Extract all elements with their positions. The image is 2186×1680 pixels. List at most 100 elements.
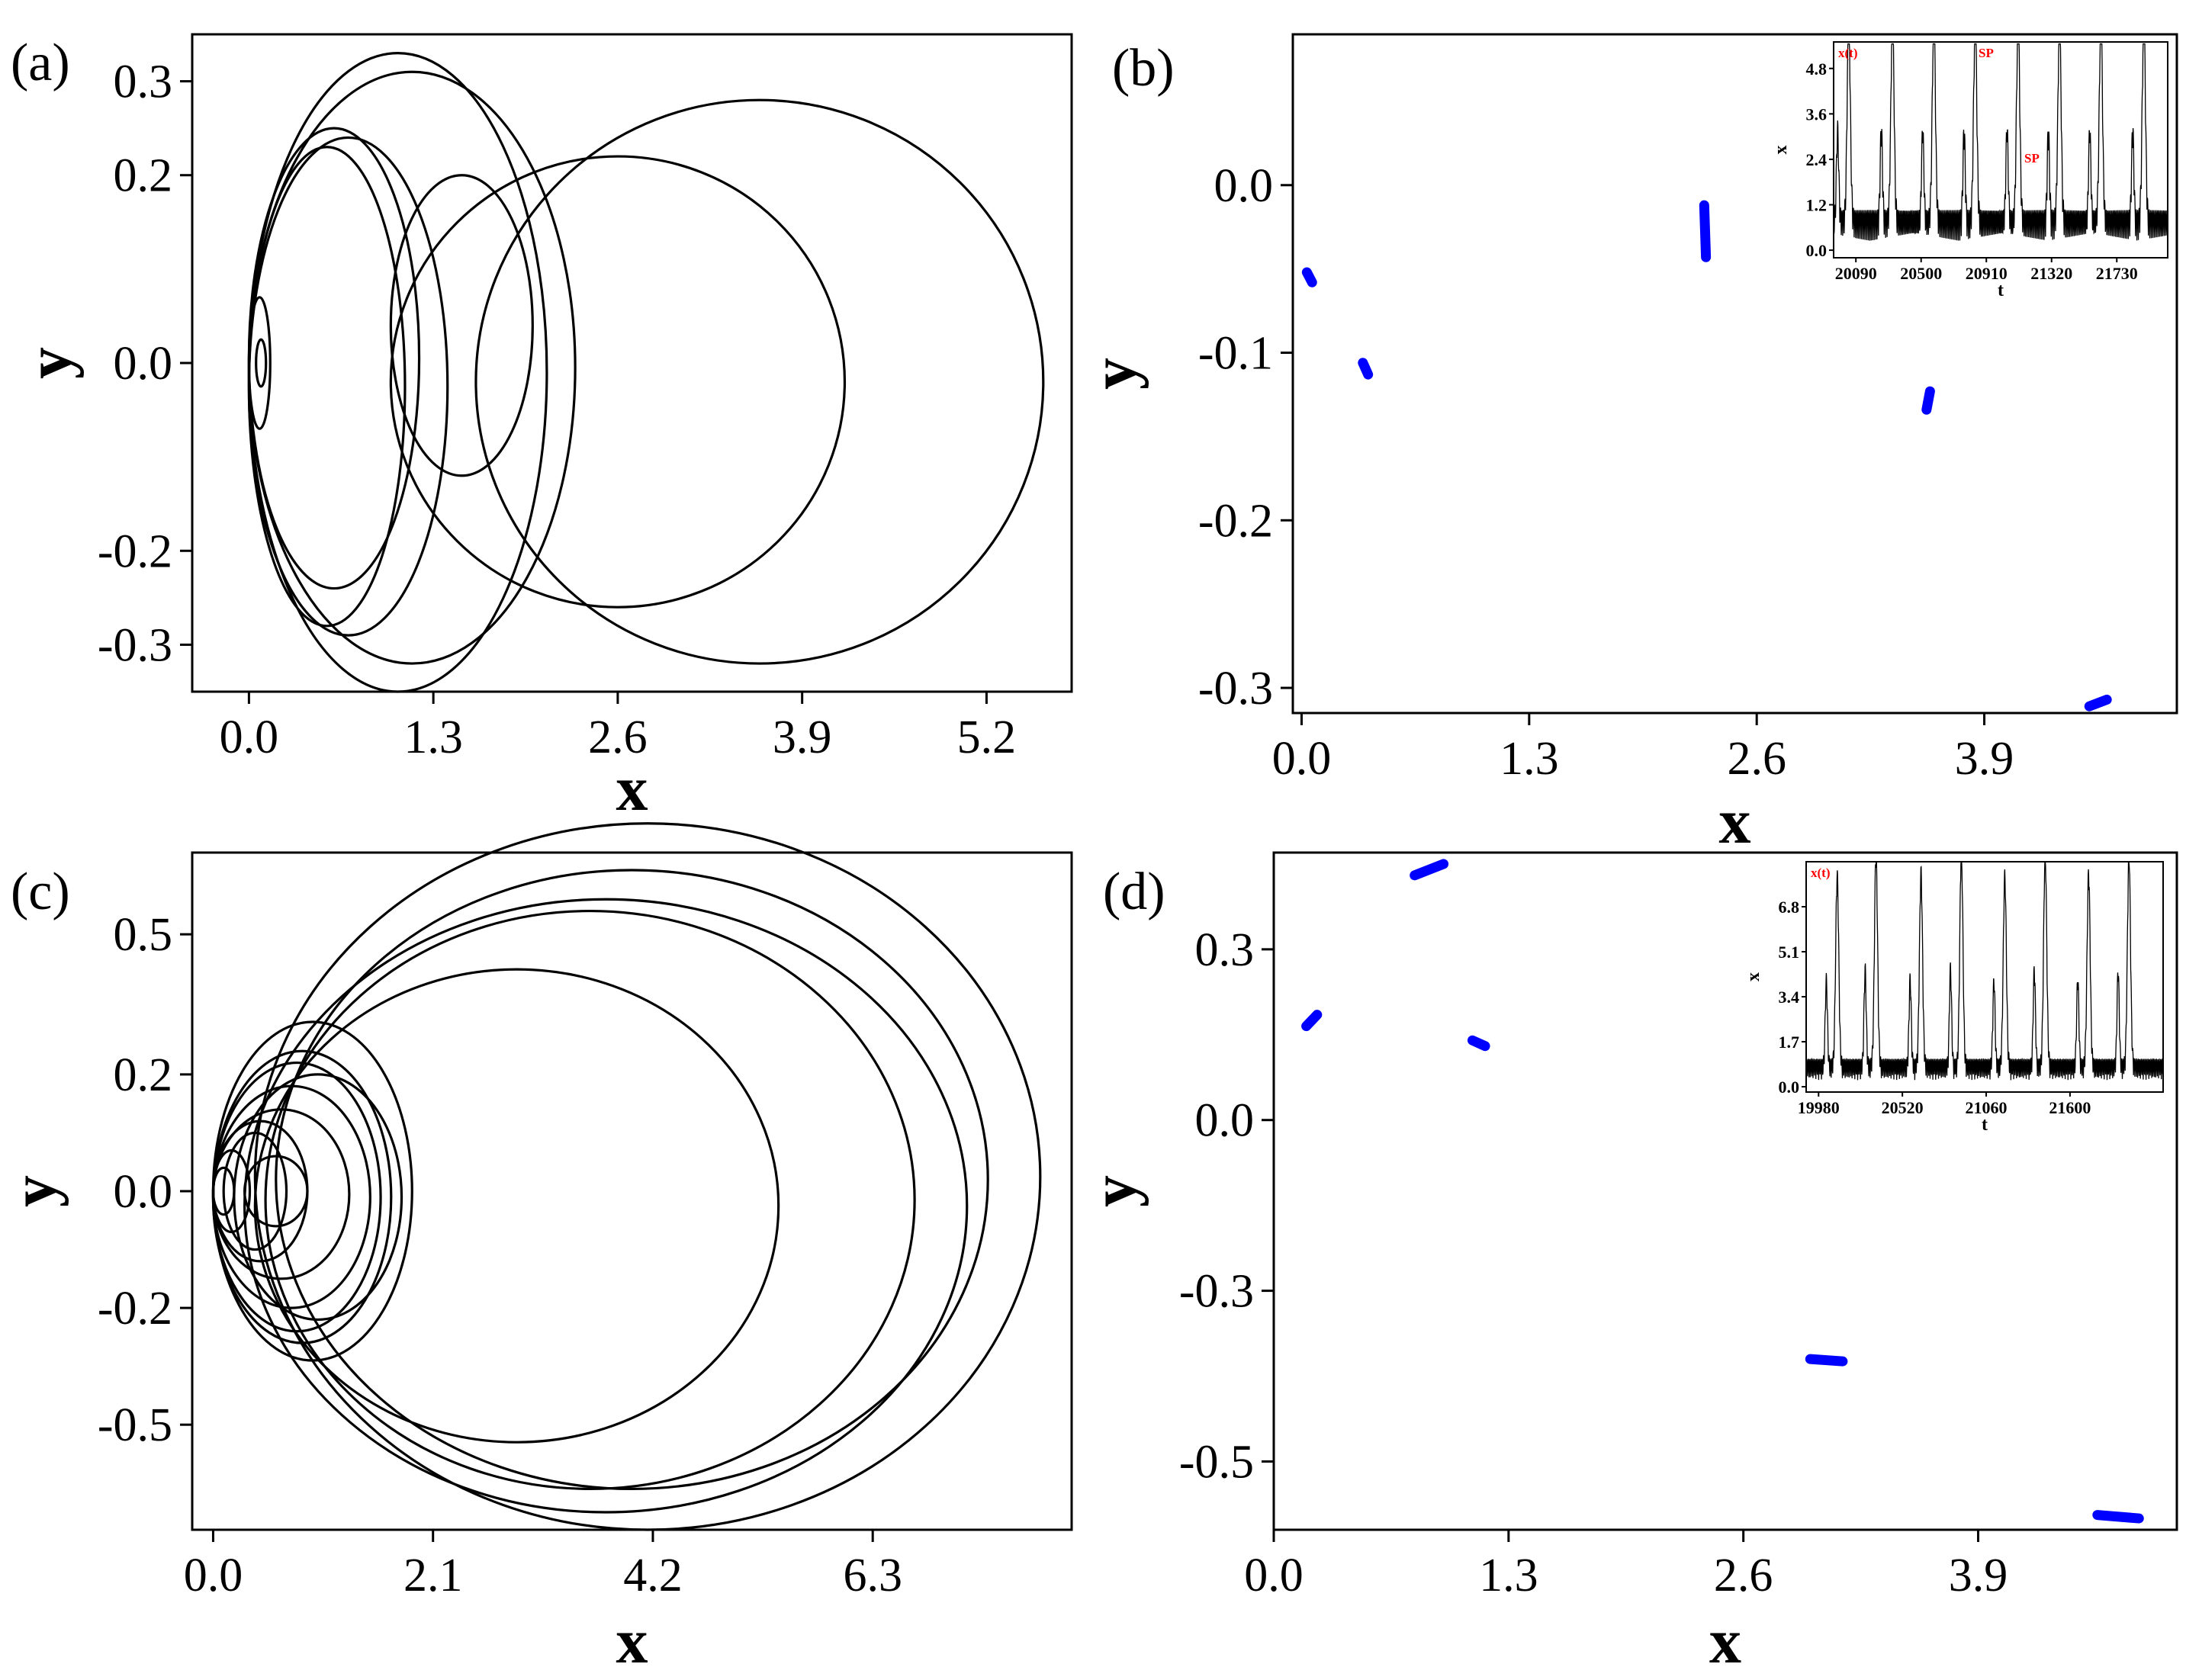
panel-b-section-point-3 — [1921, 386, 1935, 415]
panel-c-x-tick-label-0: 0.0 — [184, 1550, 243, 1601]
panel-c-label: (c) — [11, 862, 70, 921]
panel-a-orbit-loop-9 — [474, 98, 1045, 665]
panel-a-y-tick-label-0: 0.3 — [114, 56, 173, 108]
panel-b-inset-y-tick-label-0: 4.8 — [1806, 59, 1828, 79]
panel-b-label: (b) — [1112, 39, 1175, 98]
panel-d-plot-area — [1301, 859, 2144, 1524]
panel-c-x-ticks: 0.0 2.1 4.2 6.3 — [184, 1530, 902, 1601]
panel-d-inset-x-ticks: 19980 20520 21060 21600 — [1798, 1092, 2091, 1117]
panel-d-inset-timeseries — [1805, 862, 2164, 1081]
panel-b-frame — [1291, 33, 2178, 715]
panel-d-inset-annotation-xt: x(t) — [1811, 866, 1830, 880]
panel-d-y-tick-label-3: -0.5 — [1179, 1436, 1254, 1488]
panel-b-inset-frame — [1833, 41, 2168, 259]
panel-b-y-ticks: 0.0 -0.1 -0.2 -0.3 — [1198, 160, 1293, 715]
panel-b-inset-y-tick-label-2: 2.4 — [1806, 150, 1828, 169]
panel-b-inset: 20090 20500 20910 21320 21730 4.8 3.6 2.4 1.2 0.… — [1771, 41, 2168, 300]
panel-b-inset-annotation-sp-mid: SP — [2024, 151, 2040, 165]
panel-b-section-point-0 — [1301, 267, 1317, 287]
panel-b-section-point-1 — [1358, 358, 1374, 380]
panel-c-orbit-loop-13 — [275, 869, 989, 1491]
panel-c-frame — [191, 851, 1073, 1531]
panel-a-x-tick-label-4: 5.2 — [957, 712, 1017, 763]
panel-c-orbit-loop-10 — [233, 1073, 403, 1322]
panel-a-orbit-loop-7 — [389, 174, 534, 477]
panel-a-y-ticks: 0.3 0.2 0.0 -0.2 -0.3 — [98, 56, 192, 671]
panel-d-y-tick-label-2: -0.3 — [1179, 1266, 1254, 1318]
panel-a-frame — [191, 33, 1073, 693]
panel-c-x-tick-label-3: 6.3 — [843, 1550, 902, 1601]
panel-a-orbit-loop-6 — [247, 70, 577, 665]
panel-d-y-axis-label: y — [1079, 1175, 1149, 1207]
panel-b-inset-x-tick-label-0: 20090 — [1835, 264, 1877, 283]
panel-b-inset-y-tick-label-1: 3.6 — [1806, 104, 1828, 124]
panel-a-x-axis-label: x — [616, 753, 648, 824]
panel-d-section-point-0 — [1301, 1010, 1323, 1032]
panel-d-inset-x-label: t — [1982, 1115, 1988, 1135]
panel-d-inset-frame — [1805, 861, 2164, 1093]
panel-c-y-tick-label-2: 0.0 — [114, 1166, 173, 1218]
panel-b-inset-plot — [1833, 43, 2168, 241]
panel-a-label: (a) — [11, 34, 70, 92]
panel-c-y-tick-label-1: 0.2 — [114, 1049, 173, 1101]
panel-b-inset-y-tick-label-4: 0.0 — [1806, 241, 1828, 260]
panel-b-x-tick-label-0: 0.0 — [1272, 733, 1332, 785]
panel-b-x-tick-label-3: 3.9 — [1955, 733, 2014, 785]
panel-d-inset-x-tick-label-0: 19980 — [1798, 1098, 1840, 1117]
panel-b-x-ticks: 0.0 1.3 2.6 3.9 — [1272, 713, 2014, 785]
panel-a-y-tick-label-4: -0.3 — [98, 619, 172, 671]
panel-a-y-tick-label-2: 0.0 — [114, 338, 173, 390]
panel-c-orbit-loop-12 — [264, 909, 916, 1491]
panel-d-x-tick-label-0: 0.0 — [1244, 1550, 1304, 1601]
panel-a-y-tick-label-1: 0.2 — [114, 150, 173, 202]
panel-b-inset-y-tick-label-3: 1.2 — [1806, 195, 1828, 214]
panel-c-plot-area — [211, 822, 1042, 1531]
panel-b-inset-x-tick-label-3: 21320 — [2030, 264, 2072, 283]
panel-c-y-tick-label-4: -0.5 — [98, 1399, 172, 1451]
panel-d-section-point-1 — [1410, 859, 1449, 881]
panel-d-frame — [1272, 851, 2178, 1531]
panel-c-orbit-loop-11 — [253, 968, 780, 1444]
panel-b-y-tick-label-3: -0.3 — [1198, 663, 1273, 715]
panel-d-inset: 19980 20520 21060 21600 6.8 5.1 3.4 1.7 0.0 t x… — [1744, 861, 2164, 1135]
panel-b-section-point-2 — [1699, 200, 1712, 262]
panel-b-plot-area — [1301, 200, 2112, 712]
panel-c-y-ticks: 0.5 0.2 0.0 -0.2 -0.5 — [98, 909, 192, 1451]
panel-d-x-tick-label-1: 1.3 — [1479, 1550, 1538, 1601]
panel-d-inset-y-tick-label-2: 3.4 — [1779, 988, 1800, 1007]
panel-d-inset-y-label: x — [1744, 972, 1763, 981]
panel-d-inset-x-tick-label-3: 21600 — [2049, 1098, 2091, 1117]
panel-b-inset-y-label: x — [1771, 146, 1791, 155]
panel-a-x-ticks: 0.0 1.3 2.6 3.9 5.2 — [220, 692, 1017, 763]
panel-d-label: (d) — [1103, 862, 1165, 921]
panel-c-orbit-loop-8 — [211, 1020, 413, 1362]
panel-d-inset-y-tick-label-0: 6.8 — [1779, 898, 1800, 917]
panel-d-y-ticks: 0.3 0.0 -0.3 -0.5 — [1179, 924, 1274, 1488]
panel-d-inset-y-ticks: 6.8 5.1 3.4 1.7 0.0 — [1779, 898, 1806, 1097]
panel-d-section-point-2 — [1467, 1035, 1490, 1052]
panel-c-orbit-loop-14 — [253, 822, 1042, 1531]
panel-b-y-tick-label-2: -0.2 — [1198, 495, 1273, 547]
panel-d-inset-x-tick-label-2: 21060 — [1966, 1098, 2008, 1117]
panel-b-section-point-4 — [2084, 694, 2112, 712]
panel-a-orbit-loop-1 — [255, 338, 268, 388]
panel-d-x-ticks: 0.0 1.3 2.6 3.9 — [1244, 1530, 2008, 1601]
panel-b: (b) x y 0.0 1.3 2.6 3.9 0.0 -0.1 -0.2 -0.3 200… — [1079, 33, 2178, 857]
panel-a-y-axis-label: y — [14, 347, 85, 379]
panel-d-inset-y-tick-label-3: 1.7 — [1779, 1033, 1800, 1052]
panel-c-x-tick-label-1: 2.1 — [403, 1550, 463, 1601]
panel-c-x-axis-label: x — [616, 1606, 648, 1676]
panel-d-inset-x-tick-label-1: 20520 — [1882, 1098, 1924, 1117]
panel-b-inset-timeseries — [1833, 43, 2168, 241]
panel-d-y-tick-label-0: 0.3 — [1195, 924, 1255, 976]
panel-c-y-tick-label-0: 0.5 — [114, 909, 173, 961]
panel-c-orbit-loop-9 — [211, 1061, 382, 1333]
panel-b-x-axis-label: x — [1719, 786, 1751, 857]
panel-d-x-tick-label-2: 2.6 — [1714, 1550, 1773, 1601]
panel-b-inset-annotation-xt: x(t) — [1838, 46, 1857, 60]
panel-a-orbit-loop-8 — [389, 155, 847, 609]
panel-c-y-axis-label: y — [0, 1175, 69, 1207]
panel-d-section-point-3 — [1805, 1354, 1848, 1367]
